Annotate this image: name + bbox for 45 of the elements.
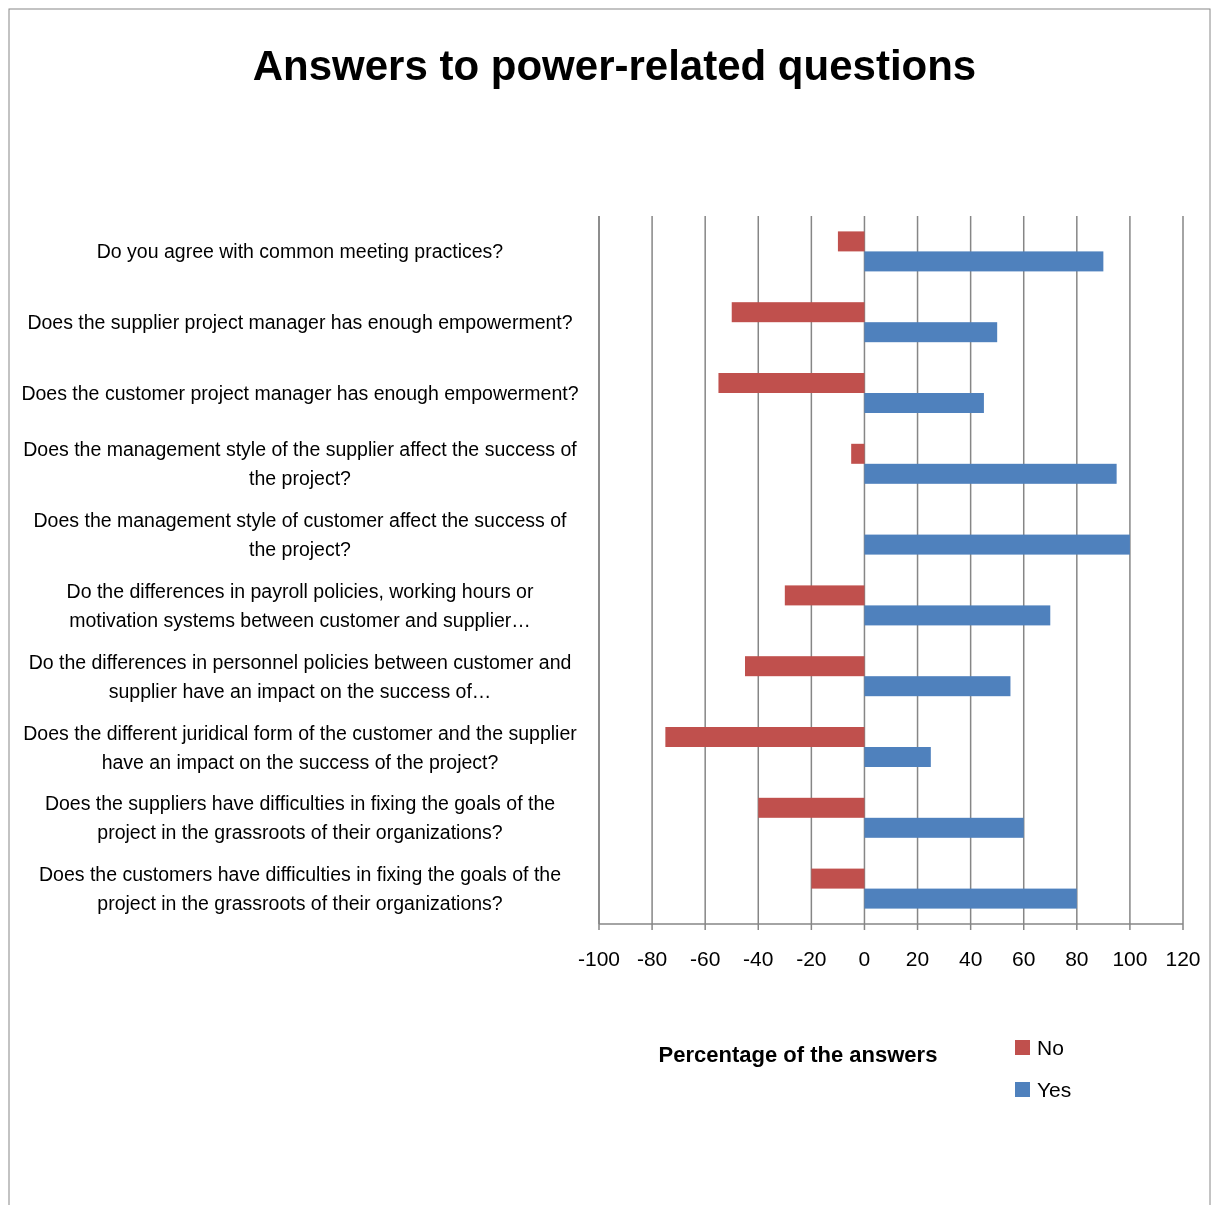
- bar: [864, 251, 1104, 272]
- bar: [864, 888, 1077, 909]
- bar: [731, 302, 865, 323]
- y-tick-label: Does the management style of the supplier affect the success of the project?: [23, 438, 578, 490]
- y-tick-label: Do the differences in personnel policies between customer and supplier have an impact on the success of…: [28, 650, 572, 702]
- bar: [758, 797, 865, 818]
- x-axis-title: Percentage of the answers: [658, 1042, 938, 1067]
- bar: [837, 231, 865, 252]
- chart-title: Answers to power-related questions: [252, 42, 977, 89]
- bar: [745, 656, 865, 677]
- y-tick-label: Does the different juridical form of the customer and the supplier have an impact on the success of the project?: [23, 721, 578, 773]
- y-tick-label: Does the customer project manager has enough empowerment?: [21, 382, 579, 404]
- bar: [864, 605, 1051, 626]
- bar: [864, 322, 998, 343]
- bar: [864, 676, 1011, 697]
- x-tick-label: -20: [796, 947, 827, 970]
- y-tick-label: Does the customers have difficulties in fixing the goals of the project in the grassroots of their organizations?: [38, 863, 562, 915]
- y-tick-label: Does the supplier project manager has enough empowerment?: [27, 311, 573, 334]
- x-tick-label: -40: [743, 947, 774, 970]
- bar: [784, 585, 865, 606]
- bar: [864, 393, 984, 413]
- x-tick-label: 20: [905, 947, 930, 970]
- bar: [665, 727, 865, 747]
- bar: [864, 817, 1024, 838]
- y-tick-label: Do you agree with common meeting practices?: [96, 240, 504, 263]
- bar: [864, 534, 1130, 555]
- x-tick-label: -60: [690, 947, 721, 970]
- x-tick-label: -100: [577, 947, 621, 970]
- y-tick-label: Do the differences in payroll policies, working hours or motivation systems between customer and supplier…: [66, 579, 534, 631]
- legend-label: Yes: [1037, 1078, 1072, 1101]
- bar: [864, 463, 1117, 484]
- bar: [718, 373, 865, 393]
- x-tick-label: 60: [1012, 947, 1036, 970]
- bar: [851, 443, 865, 464]
- x-tick-label: 40: [958, 947, 983, 970]
- y-tick-label: Does the management style of customer affect the success of the project?: [33, 509, 568, 561]
- x-tick-label: 120: [1165, 947, 1201, 970]
- y-tick-label: Does the suppliers have difficulties in fixing the goals of the project in the grassroots of their organizations?: [44, 792, 556, 844]
- bar: [811, 868, 865, 889]
- legend-label: No: [1037, 1036, 1064, 1059]
- bar: [864, 747, 931, 767]
- x-tick-label: -80: [636, 947, 668, 970]
- x-tick-label: 0: [858, 947, 871, 970]
- x-tick-label: 80: [1065, 947, 1089, 970]
- x-tick-label: 100: [1112, 947, 1148, 970]
